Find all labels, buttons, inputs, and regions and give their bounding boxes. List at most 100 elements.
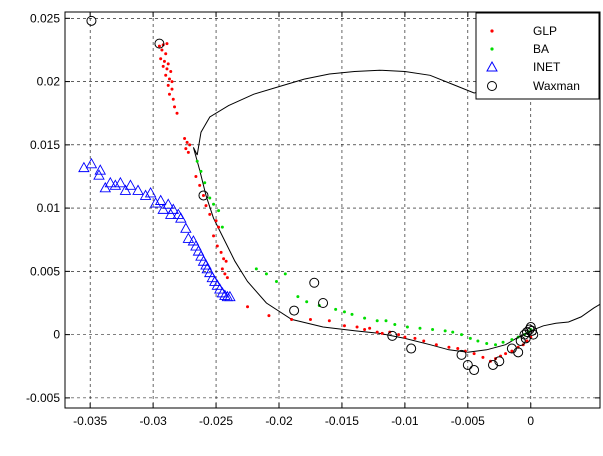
glp-point	[164, 52, 168, 56]
y-tick-label: 0.02	[37, 75, 61, 89]
ba-point	[405, 325, 409, 329]
inet-point	[216, 286, 229, 298]
glp-point	[223, 272, 227, 276]
legend: GLP BA INET Waxman	[475, 12, 600, 100]
ba-point	[195, 159, 199, 163]
glp-point	[308, 317, 312, 321]
waxman-point	[198, 190, 209, 201]
legend-waxman-label: Waxman	[533, 79, 580, 93]
glp-point	[397, 333, 401, 337]
glp-point	[363, 328, 367, 332]
inet-point	[200, 259, 212, 270]
glp-point	[164, 73, 168, 77]
inet-point	[219, 289, 231, 300]
glp-point	[447, 345, 451, 349]
ba-point	[501, 340, 505, 344]
x-tick-label: -0.03	[139, 414, 167, 428]
ba-point	[203, 181, 207, 185]
inet-point	[180, 222, 192, 233]
ba-point	[431, 328, 435, 332]
plot-frame	[64, 11, 601, 409]
glp-point	[472, 352, 476, 356]
legend-inet-label: INET	[533, 60, 561, 74]
glp-point	[170, 80, 174, 84]
glp-point	[166, 62, 170, 66]
glp-point	[160, 48, 164, 52]
glp-point	[201, 193, 205, 197]
ba-point	[220, 225, 224, 229]
waxman-point	[520, 333, 531, 344]
x-tick-label: -0.035	[73, 414, 107, 428]
ba-point	[305, 300, 309, 304]
glp-point	[327, 319, 331, 323]
ba-point	[468, 336, 472, 340]
glp-point	[225, 276, 229, 280]
waxman-point	[524, 324, 535, 335]
ba-point	[418, 326, 422, 330]
x-tick-label: 0	[527, 414, 534, 428]
waxman-point	[456, 349, 467, 360]
inet-point	[93, 169, 105, 180]
waxman-point	[494, 356, 505, 367]
legend-waxman-marker	[487, 81, 497, 91]
glp-point	[214, 219, 218, 223]
glp-point	[434, 343, 438, 347]
glp-point	[161, 64, 165, 68]
glp-point	[342, 324, 346, 328]
glp-point	[186, 150, 190, 154]
x-tick-label: -0.01	[391, 414, 419, 428]
glp-point	[413, 336, 417, 340]
inet-point	[139, 189, 152, 200]
glp-point	[188, 143, 192, 147]
glp-point	[355, 325, 359, 329]
ba-point	[208, 196, 212, 200]
inet-point	[85, 157, 98, 169]
ba-point	[494, 343, 498, 347]
glp-point	[525, 339, 529, 343]
y-tick-label: 0.01	[37, 201, 61, 215]
glp-point	[170, 87, 174, 91]
inet-point	[124, 179, 137, 190]
glp-point	[215, 244, 219, 248]
inet-point	[157, 203, 169, 214]
x-tick-label: -0.005	[451, 414, 485, 428]
inet-point	[114, 176, 127, 188]
glp-point	[403, 335, 407, 339]
inet-point	[119, 184, 132, 195]
glp-point	[166, 83, 170, 87]
glp-point	[165, 42, 169, 46]
ba-point	[199, 169, 203, 173]
y-tick-label: 0.005	[30, 264, 60, 278]
ba-point	[217, 209, 221, 213]
glp-point	[422, 339, 426, 343]
waxman-point	[521, 327, 532, 338]
glp-point	[167, 92, 171, 96]
glp-point	[481, 355, 485, 359]
glp-point	[222, 257, 226, 261]
ba-point	[334, 307, 338, 311]
glp-point	[194, 174, 198, 178]
y-tick-label: 0	[53, 328, 60, 342]
inet-point	[94, 164, 107, 175]
glp-point	[198, 183, 202, 187]
ba-point	[212, 202, 216, 206]
waxman-point	[318, 297, 329, 308]
glp-point	[208, 212, 212, 216]
series-layer	[78, 15, 539, 376]
glp-point	[375, 330, 379, 334]
waxman-point	[154, 38, 165, 49]
glp-point	[185, 140, 189, 144]
glp-point	[217, 225, 221, 229]
glp-point	[456, 347, 460, 351]
inet-point	[175, 212, 187, 223]
inet-point	[99, 181, 112, 193]
glp-point	[183, 137, 187, 141]
inet-point	[182, 232, 195, 243]
ba-point	[393, 322, 397, 326]
waxman-point	[469, 365, 480, 376]
ba-point	[363, 316, 367, 320]
ba-point	[451, 330, 455, 334]
glp-point	[204, 204, 208, 208]
ba-point	[350, 312, 354, 316]
